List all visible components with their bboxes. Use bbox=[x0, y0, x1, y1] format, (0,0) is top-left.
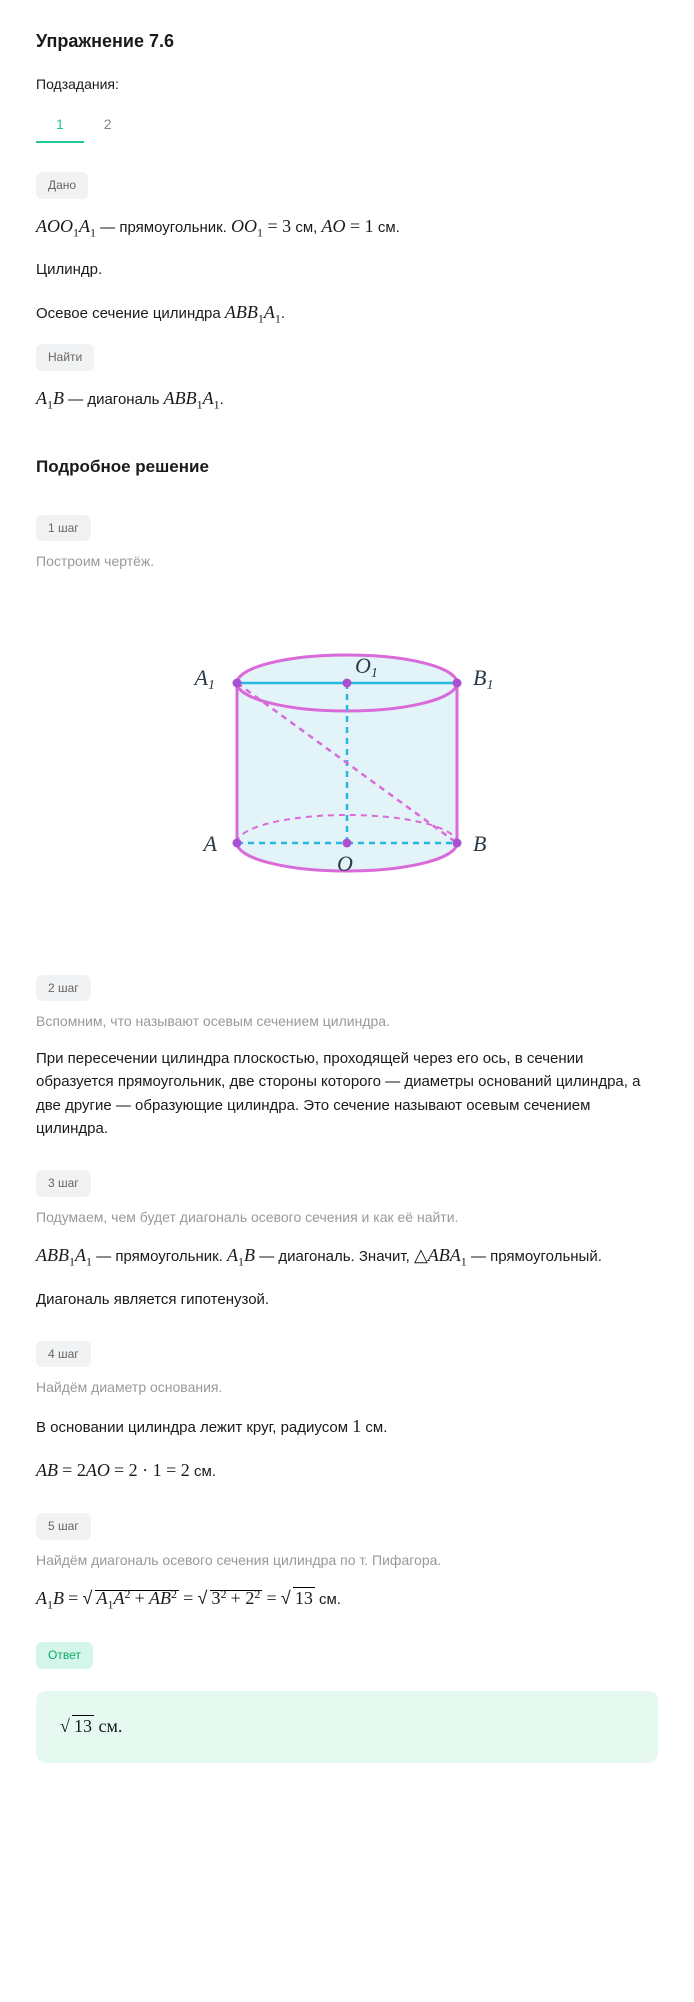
math-expr: A1B bbox=[36, 388, 64, 408]
tabs: 1 2 bbox=[36, 108, 658, 145]
solution-heading: Подробное решение bbox=[36, 454, 658, 480]
step5-line1: A1B = A1A2 + AB2 = 32 + 22 = 13 см. bbox=[36, 1585, 658, 1614]
given-line-2: Цилиндр. bbox=[36, 258, 658, 281]
step-hint-4: Найдём диаметр основания. bbox=[36, 1377, 658, 1399]
find-line: A1B — диагональ ABB1A1. bbox=[36, 385, 658, 414]
cylinder-svg: A1 O1 B1 A O B bbox=[177, 613, 517, 913]
text: см, bbox=[291, 219, 321, 236]
text: см. bbox=[361, 1419, 387, 1436]
answer-suffix: см. bbox=[94, 1716, 122, 1736]
given-line-1: AOO1A1 — прямоугольник. OO1 = 3 см, AO =… bbox=[36, 213, 658, 242]
step-badge-3: 3 шаг bbox=[36, 1170, 91, 1197]
step-hint-3: Подумаем, чем будет диагональ осевого се… bbox=[36, 1207, 658, 1229]
subtasks-label: Подзадания: bbox=[36, 74, 658, 96]
math-expr: ABB1A1 bbox=[225, 302, 281, 322]
tab-2[interactable]: 2 bbox=[84, 108, 132, 144]
step3-line2: Диагональ является гипотенузой. bbox=[36, 1288, 658, 1311]
step-badge-1: 1 шаг bbox=[36, 515, 91, 542]
answer-box: 13 см. bbox=[36, 1691, 658, 1763]
step-badge-5: 5 шаг bbox=[36, 1513, 91, 1540]
tab-1[interactable]: 1 bbox=[36, 108, 84, 144]
answer-badge: Ответ bbox=[36, 1642, 93, 1669]
label-b1: B1 bbox=[473, 665, 493, 693]
step3-line1: ABB1A1 — прямоугольник. A1B — диагональ.… bbox=[36, 1242, 658, 1271]
math-expr: AOO1A1 bbox=[36, 216, 96, 236]
find-badge: Найти bbox=[36, 344, 94, 371]
text: — диагональ bbox=[64, 391, 164, 408]
label-a: A bbox=[202, 831, 218, 856]
text: — прямоугольник. bbox=[96, 219, 231, 236]
given-line-3: Осевое сечение цилиндра ABB1A1. bbox=[36, 299, 658, 328]
answer-value: 13 bbox=[72, 1715, 94, 1736]
math-val: 1 bbox=[352, 1416, 361, 1436]
text: В основании цилиндра лежит круг, радиусо… bbox=[36, 1419, 352, 1436]
given-badge: Дано bbox=[36, 172, 88, 199]
step-hint-2: Вспомним, что называют осевым сечением ц… bbox=[36, 1011, 658, 1033]
text: . bbox=[281, 305, 285, 322]
exercise-title: Упражнение 7.6 bbox=[36, 28, 658, 56]
text: Осевое сечение цилиндра bbox=[36, 305, 225, 322]
label-b: B bbox=[473, 831, 486, 856]
step-body-2: При пересечении цилиндра плоскостью, про… bbox=[36, 1047, 658, 1140]
step-hint-5: Найдём диагональ осевого сечения цилиндр… bbox=[36, 1550, 658, 1572]
label-o: O bbox=[337, 851, 353, 876]
step4-line2: AB = 2AO = 2 · 1 = 2 см. bbox=[36, 1457, 658, 1485]
cylinder-diagram: A1 O1 B1 A O B bbox=[36, 613, 658, 913]
step-badge-4: 4 шаг bbox=[36, 1341, 91, 1368]
step-hint-1: Построим чертёж. bbox=[36, 551, 658, 573]
text: . bbox=[220, 391, 224, 408]
step-badge-2: 2 шаг bbox=[36, 975, 91, 1002]
math-expr: OO1 = 3 bbox=[231, 216, 291, 236]
label-a1: A1 bbox=[193, 665, 215, 693]
math-expr: AO = 1 bbox=[322, 216, 374, 236]
text: см. bbox=[374, 219, 400, 236]
step4-line1: В основании цилиндра лежит круг, радиусо… bbox=[36, 1413, 658, 1441]
math-expr: ABB1A1 bbox=[164, 388, 220, 408]
